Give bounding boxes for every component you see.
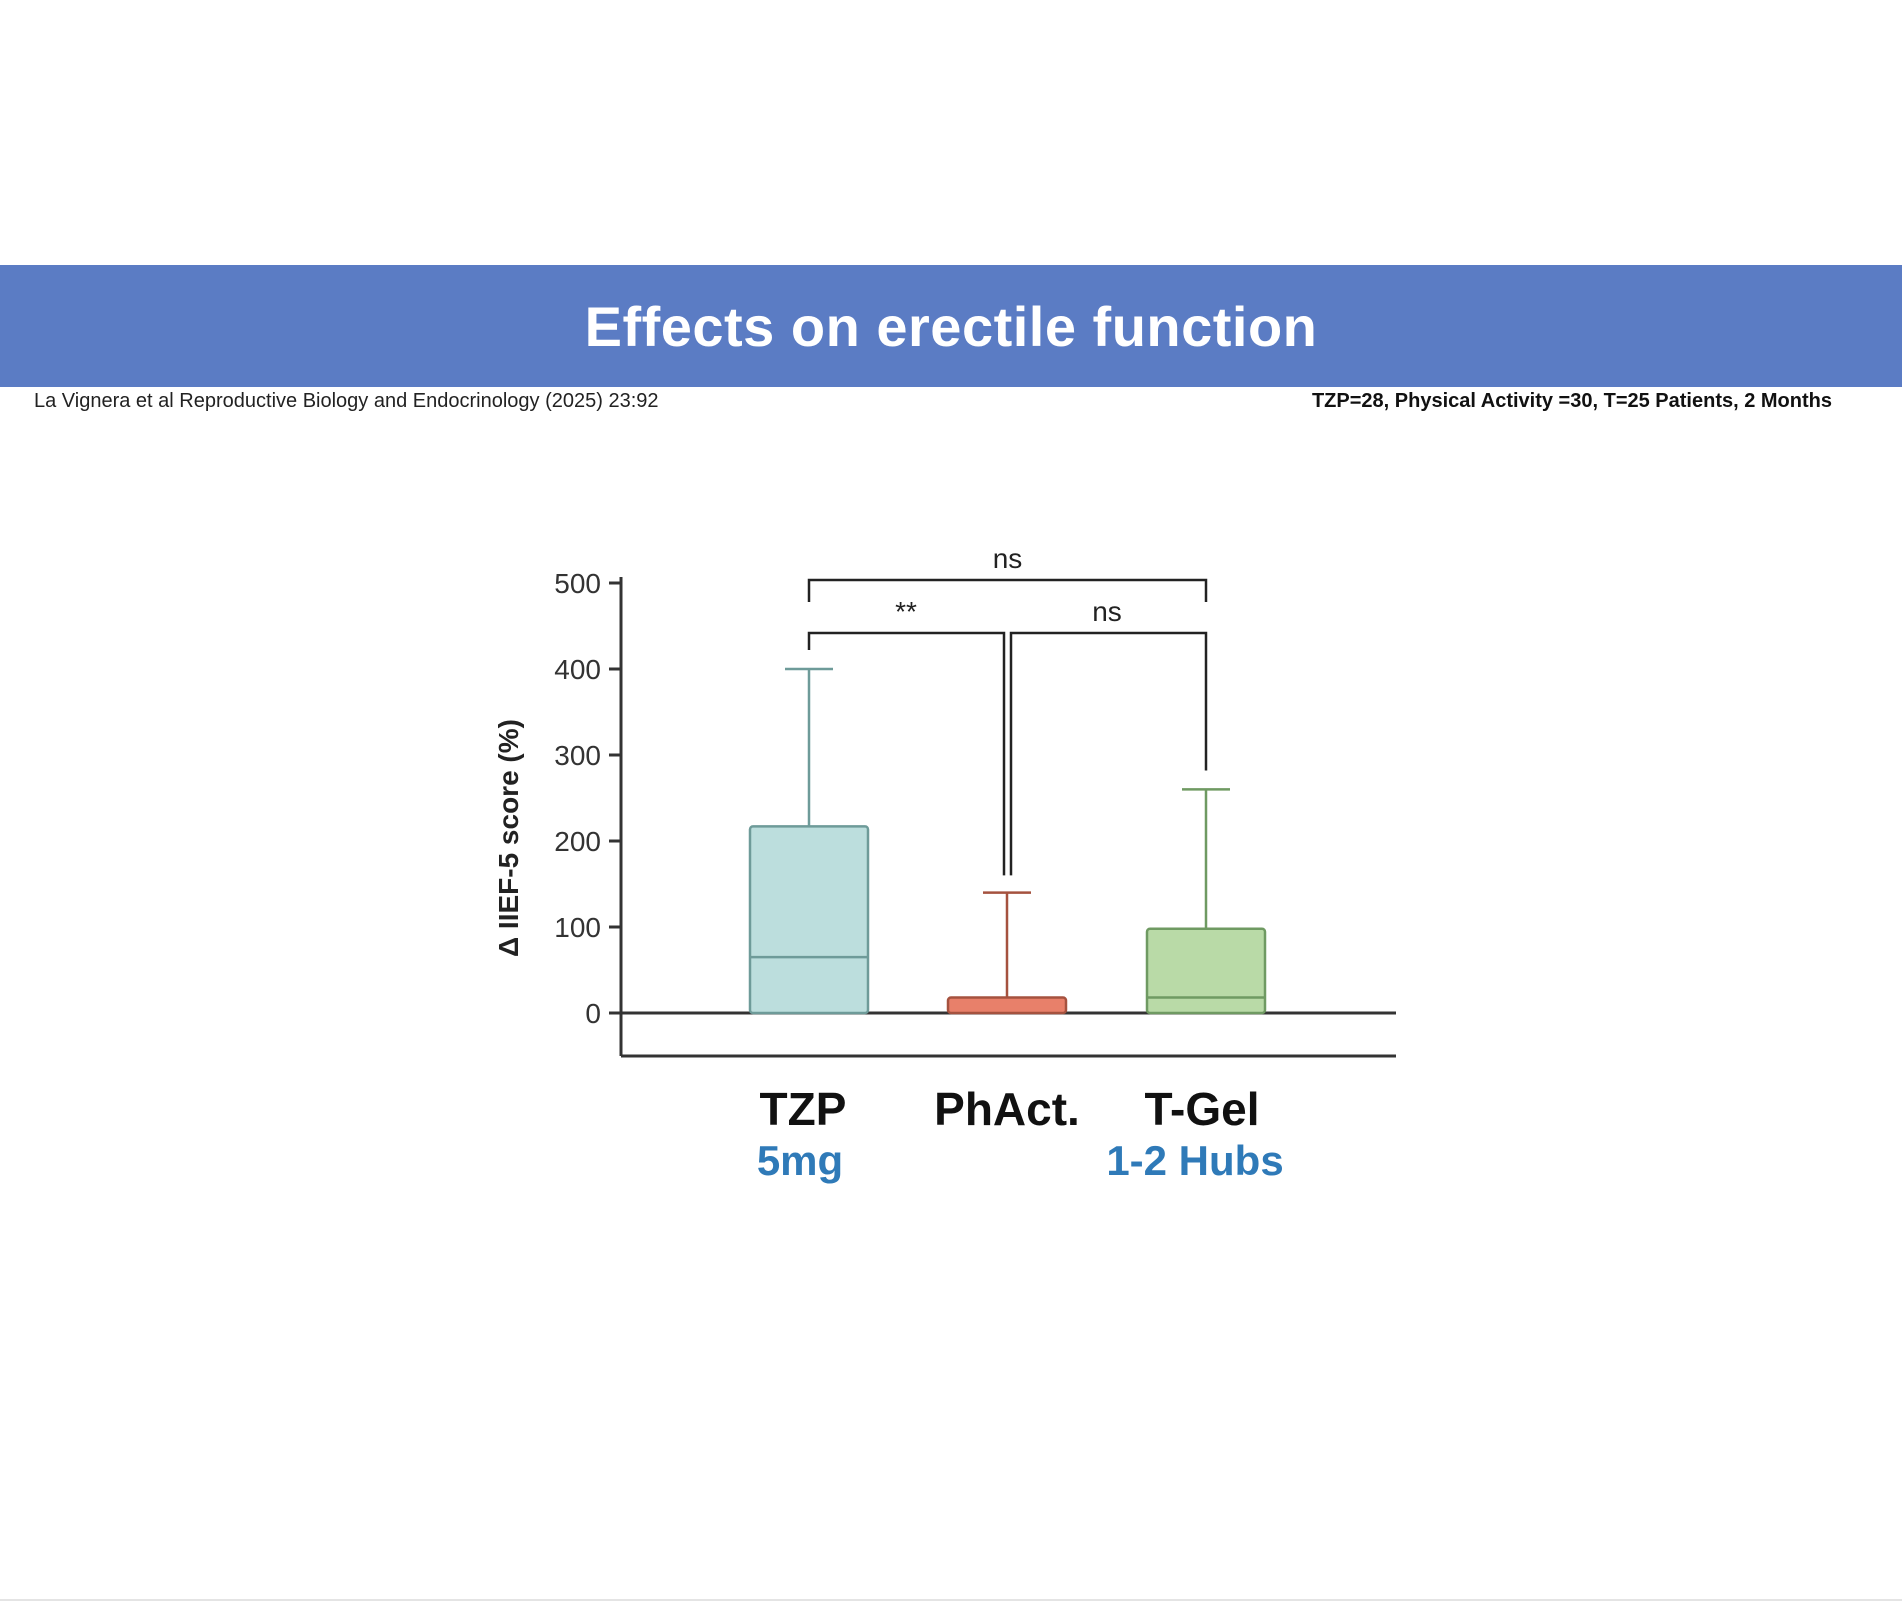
significance-bracket: [1009, 631, 1208, 876]
significance-bracket: [807, 631, 1006, 876]
citation: La Vignera et al Reproductive Biology an…: [34, 390, 659, 412]
study-meta: TZP=28, Physical Activity =30, T=25 Pati…: [1311, 390, 1832, 412]
significance-bracket: [807, 578, 1208, 602]
y-tick-label: 300: [554, 740, 601, 771]
box-t-gel: [1145, 927, 1267, 1015]
category-label: TZP: [760, 1083, 847, 1135]
y-tick-label: 200: [554, 826, 601, 857]
title-banner: Effects on erectile function: [0, 265, 1902, 387]
category-sublabel: 5mg: [757, 1137, 843, 1184]
y-tick-label: 500: [554, 568, 601, 599]
significance-label: ns: [993, 543, 1023, 574]
significance-label: **: [895, 596, 917, 627]
category-sublabel: 1-2 Hubs: [1106, 1137, 1283, 1184]
y-tick-label: 400: [554, 654, 601, 685]
category-label: T-Gel: [1144, 1083, 1259, 1135]
bottom-divider: [0, 1599, 1902, 1601]
box-tzp: [748, 825, 870, 1015]
boxes: [748, 667, 1267, 1015]
axes: 0 100 200 300 400 500 Δ IIEF-5 score (%): [493, 568, 1396, 1058]
y-tick-label: 100: [554, 912, 601, 943]
y-axis-label: Δ IIEF-5 score (%): [493, 719, 524, 957]
y-tick-label: 0: [585, 998, 601, 1029]
box-phact-: [946, 996, 1068, 1015]
category-label: PhAct.: [934, 1083, 1080, 1135]
slide-title: Effects on erectile function: [584, 294, 1318, 358]
significance-label: ns: [1092, 596, 1122, 627]
significance-brackets: ns ** ns: [807, 543, 1208, 876]
